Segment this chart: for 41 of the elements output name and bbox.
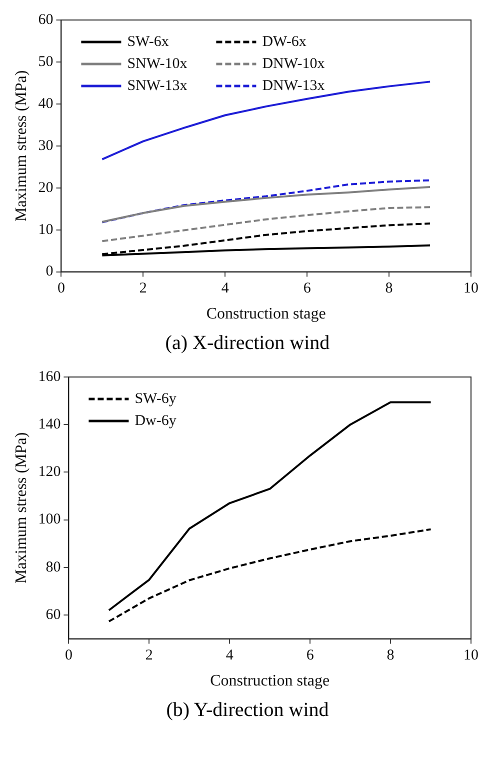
y-tick-label: 100 — [38, 512, 61, 528]
y-tick-label: 50 — [38, 54, 54, 70]
x-tick-label: 2 — [139, 280, 147, 297]
x-tick-label: 10 — [464, 280, 478, 297]
legend-label: Dw-6y — [134, 412, 177, 429]
x-tick-label: 6 — [303, 280, 312, 297]
x-axis-title: Construction stage — [206, 306, 326, 323]
line-series — [101, 206, 432, 242]
x-tick-label: 8 — [385, 280, 393, 297]
legend-label: DW-6x — [262, 34, 307, 50]
line-series — [101, 179, 432, 224]
legend-label: SW-6y — [134, 390, 177, 407]
x-tick-label: 0 — [64, 648, 72, 664]
legend-label: SW-6x — [127, 34, 170, 50]
y-tick-label: 140 — [38, 416, 61, 433]
text: (a) X-direction wind — [164, 332, 331, 355]
y-axis-title: Maximum stress (MPa) — [12, 70, 30, 222]
x-tick-label: 8 — [386, 648, 394, 664]
y-tick-label: 40 — [38, 96, 54, 112]
legend-label: DNW-10x — [262, 56, 326, 72]
y-tick-label: 30 — [38, 138, 54, 154]
y-tick-label: 80 — [46, 559, 61, 576]
legend-label: SNW-10x — [127, 56, 188, 72]
y-tick-label: 20 — [38, 180, 54, 196]
legend-label: DNW-13x — [262, 78, 326, 94]
y-tick-label: 60 — [38, 12, 54, 28]
y-tick-label: 60 — [46, 606, 61, 623]
x-tick-label: 4 — [221, 280, 230, 297]
legend-label: SNW-13x — [127, 78, 188, 94]
y-tick-label: 120 — [38, 464, 61, 480]
text: (b) Y-direction wind — [165, 699, 330, 722]
y-tick-label: 0 — [46, 264, 54, 280]
x-tick-label: 6 — [306, 648, 314, 664]
line-series — [108, 528, 432, 622]
x-axis-title: Construction stage — [210, 672, 330, 690]
y-axis-title: Maximum stress (MPa) — [12, 432, 30, 584]
y-tick-label: 160 — [38, 368, 61, 385]
x-tick-label: 2 — [145, 648, 153, 664]
x-tick-label: 10 — [464, 648, 478, 664]
y-tick-label: 10 — [38, 222, 54, 238]
x-tick-label: 4 — [226, 648, 234, 664]
